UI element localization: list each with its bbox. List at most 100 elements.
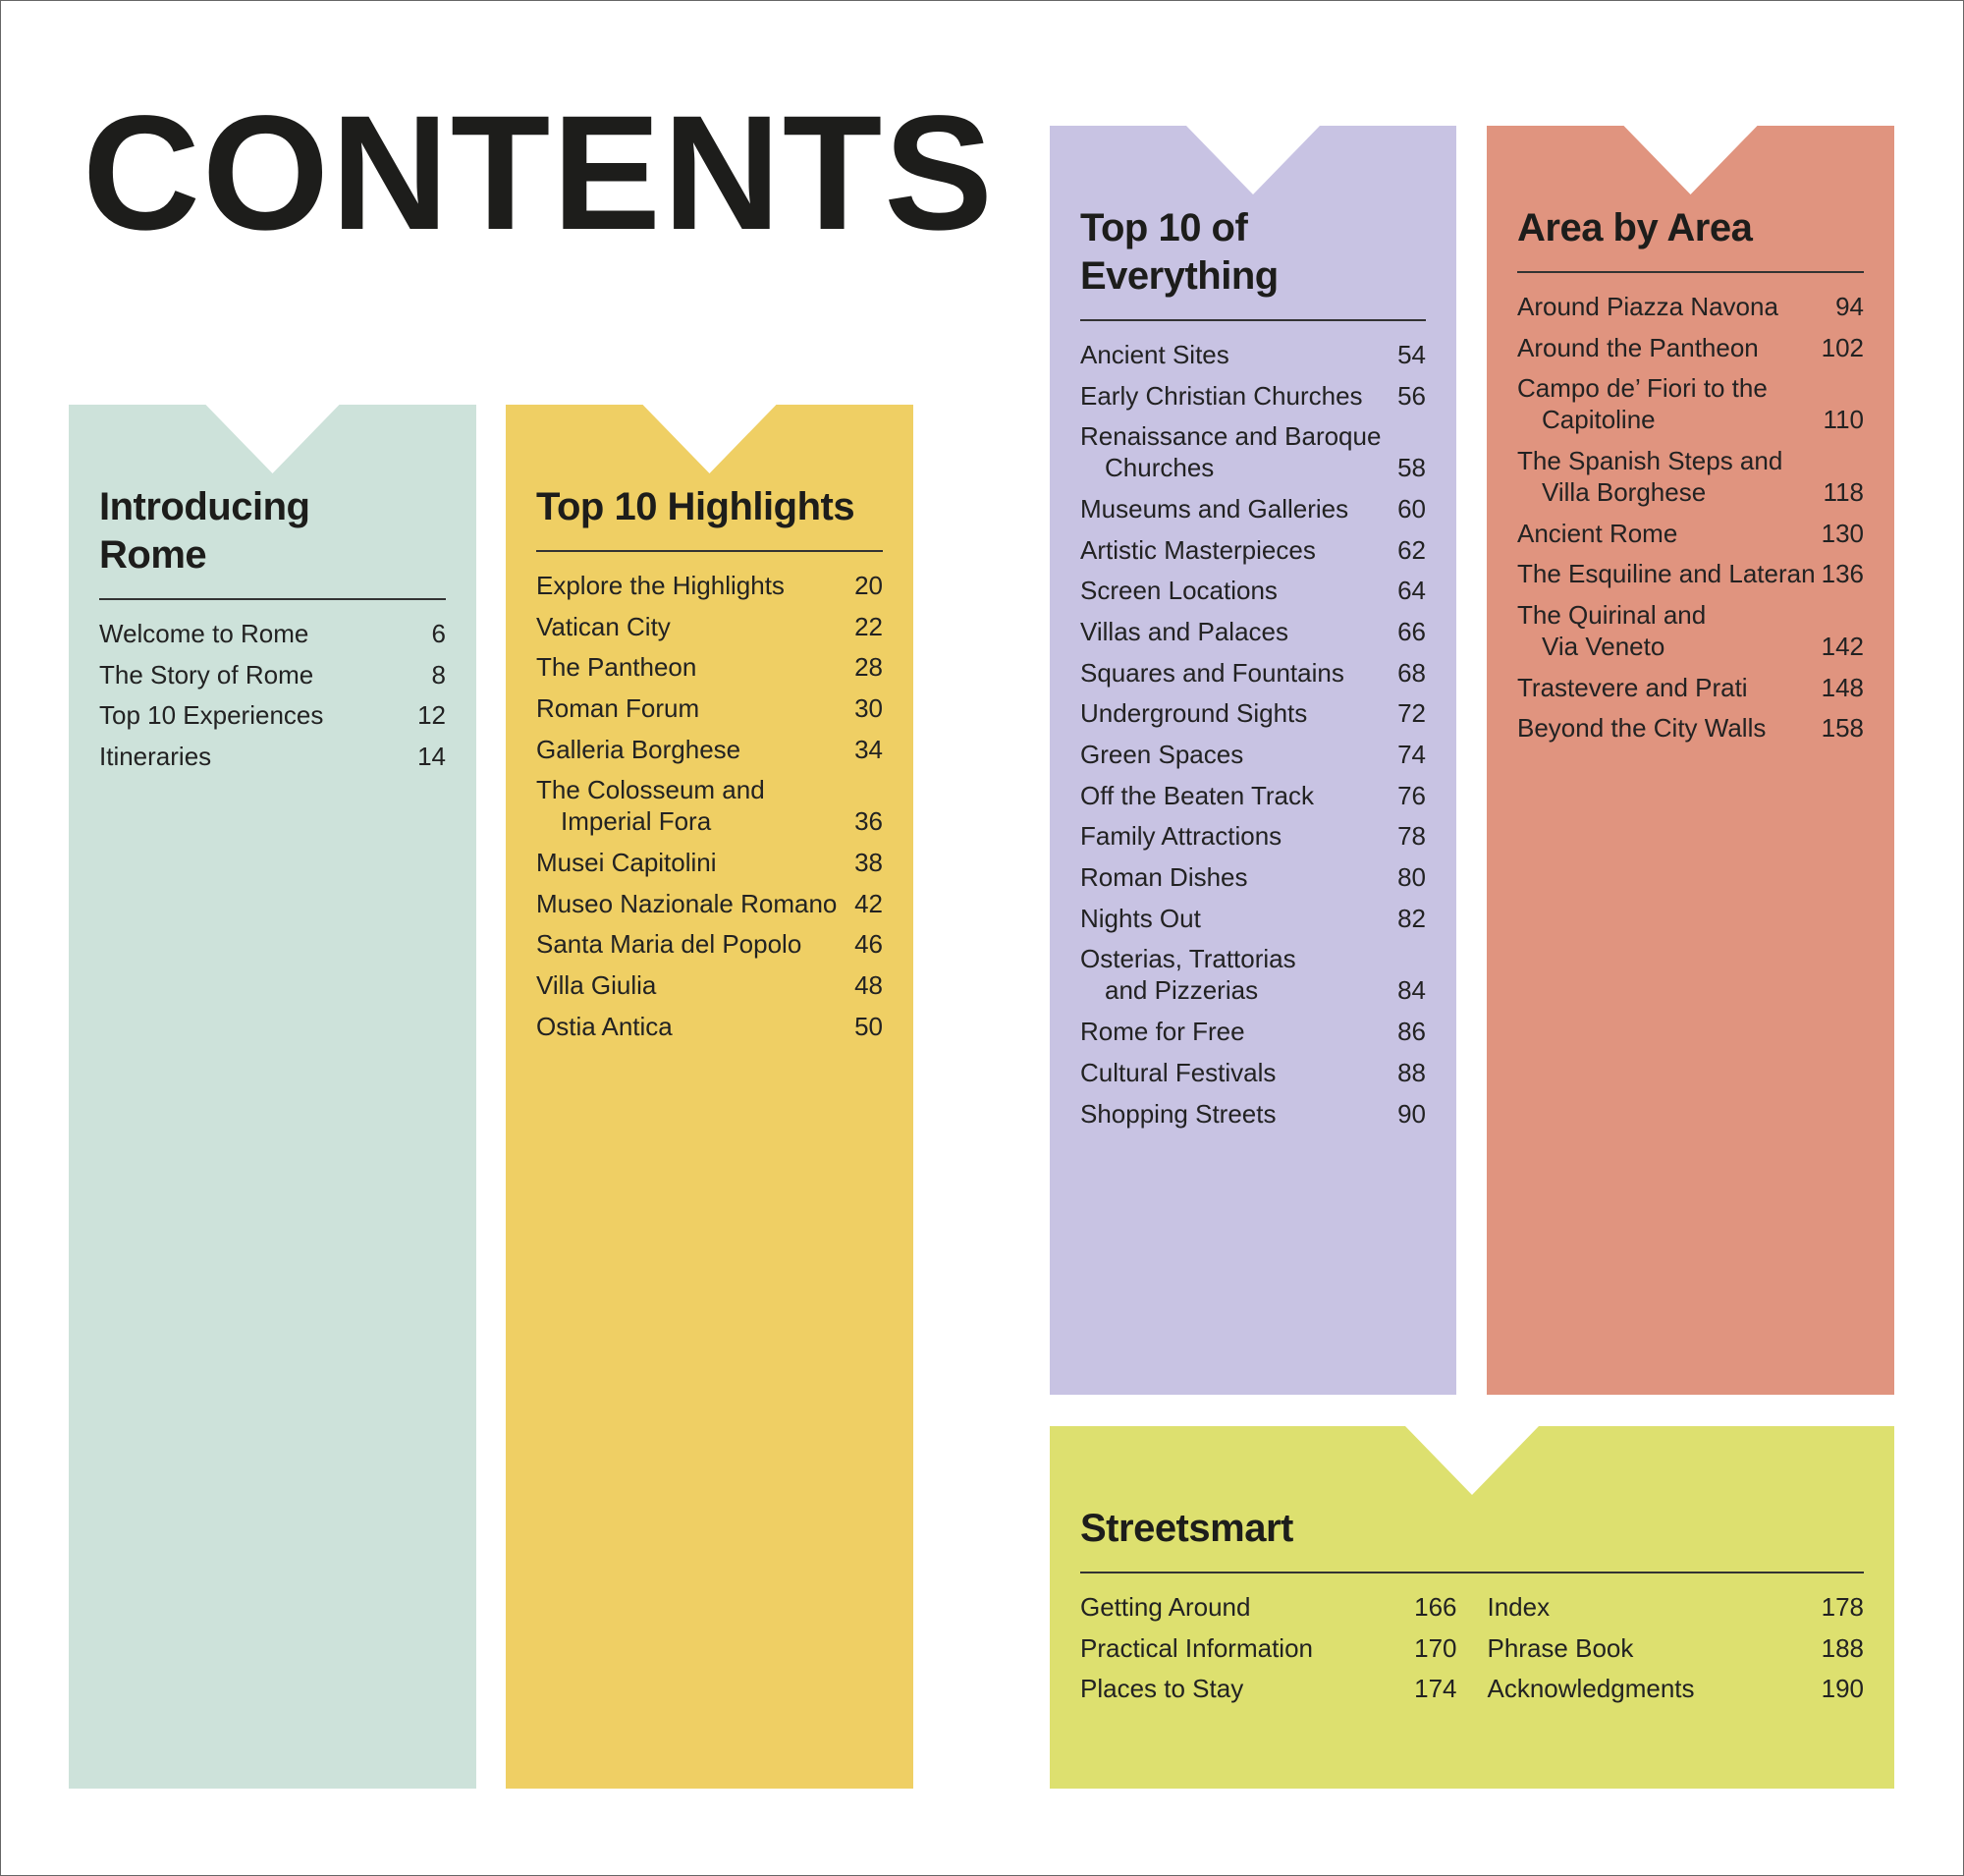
entry: Ostia Antica 50 [536, 1006, 883, 1047]
section-title: Top 10 of Everything [1080, 204, 1426, 321]
entry: Ancient Sites 54 [1080, 334, 1426, 375]
section-card: 18 Top 10 Highlights Explore the Highlight… [506, 405, 913, 1789]
entry: Renaissance and Baroque Churches 58 [1080, 415, 1426, 488]
entry-line: Green Spaces [1080, 740, 1244, 770]
entry-text: Off the Beaten Track [1080, 780, 1397, 811]
entry-list: Explore the Highlights 20 Vatican City 22 Th… [536, 552, 883, 1047]
entry-page: 110 [1823, 405, 1864, 435]
entry: Cultural Festivals 88 [1080, 1052, 1426, 1093]
entry: The Pantheon 28 [536, 646, 883, 688]
entry-text: Musei Capitolini [536, 847, 854, 878]
entry: Places to Stay 174 [1080, 1668, 1457, 1709]
entry: Off the Beaten Track 76 [1080, 775, 1426, 816]
title-line: Introducing [99, 485, 310, 528]
entry-line: Museo Nazionale Romano [536, 888, 838, 918]
entry-line: Osterias, Trattorias [1080, 944, 1296, 974]
entry-page: 68 [1397, 657, 1426, 688]
entry-page: 62 [1397, 534, 1426, 565]
entry-text: Around the Pantheon [1517, 332, 1822, 363]
entry-text: Places to Stay [1080, 1673, 1414, 1704]
entry-text: Villas and Palaces [1080, 616, 1397, 647]
entry-text: Family Attractions [1080, 820, 1397, 852]
entry-page: 72 [1397, 698, 1426, 729]
entry-page: 166 [1414, 1591, 1457, 1622]
entry-text: Beyond the City Walls [1517, 712, 1822, 744]
entry-page: 14 [417, 741, 446, 771]
entry-text: Osterias, Trattorias and Pizzerias [1080, 943, 1397, 1006]
entry-text: Vatican City [536, 611, 854, 642]
entry-page: 86 [1397, 1017, 1426, 1047]
entry-page: 94 [1835, 291, 1864, 321]
entry-page: 84 [1397, 975, 1426, 1006]
entry-line: Squares and Fountains [1080, 657, 1344, 688]
entry: Itineraries 14 [99, 736, 446, 777]
entry-line: The Pantheon [536, 652, 697, 683]
entry: Squares and Fountains 68 [1080, 652, 1426, 693]
entry-text: Trastevere and Prati [1517, 672, 1822, 703]
entry-text: Galleria Borghese [536, 734, 854, 765]
entry-line: Vatican City [536, 611, 671, 641]
entry-page: 36 [854, 806, 883, 837]
entry-text: Top 10 Experiences [99, 699, 417, 731]
entry-text: Ostia Antica [536, 1011, 854, 1042]
entry-line: Index [1487, 1591, 1551, 1622]
entry-text: Phrase Book [1488, 1632, 1822, 1664]
entry-page: 78 [1397, 821, 1426, 852]
entry: Osterias, Trattorias and Pizzerias 84 [1080, 939, 1426, 1012]
entry-text: Renaissance and Baroque Churches [1080, 420, 1397, 483]
page-title: CONTENTS [82, 83, 995, 264]
entry-page: 56 [1397, 380, 1426, 411]
section-card: 4 Introducing Rome Welcome to Rome 6 The Stor… [69, 405, 476, 1789]
entry-text: Shopping Streets [1080, 1098, 1397, 1130]
entry-list: Welcome to Rome 6 The Story of Rome 8 Top 10… [99, 600, 446, 777]
entry: Explore the Highlights 20 [536, 565, 883, 606]
entry-page: 158 [1821, 713, 1864, 744]
entry-line: Underground Sights [1080, 698, 1308, 729]
entry-page: 28 [854, 652, 883, 683]
entry: Roman Forum 30 [536, 688, 883, 729]
entry-line: The Colosseum and [536, 775, 765, 805]
entry-page: 8 [431, 659, 446, 690]
entry-text: Green Spaces [1080, 739, 1397, 770]
entry-page: 142 [1821, 631, 1864, 661]
entry: Around the Pantheon 102 [1517, 327, 1864, 368]
entry-line: Family Attractions [1080, 821, 1282, 852]
entry-text: Roman Dishes [1080, 861, 1397, 893]
entry-text: The Quirinal and Via Veneto [1517, 599, 1822, 662]
entry-page: 58 [1397, 453, 1426, 483]
entry-text: The Spanish Steps and Villa Borghese [1517, 445, 1824, 508]
title-line: Everything [1080, 254, 1279, 298]
entry-line: Galleria Borghese [536, 734, 741, 764]
entry-page: 190 [1821, 1674, 1864, 1704]
title-line: Streetsmart [1080, 1507, 1293, 1550]
entry-page: 82 [1397, 903, 1426, 933]
entry: Underground Sights 72 [1080, 693, 1426, 735]
section-title: Streetsmart [1080, 1505, 1864, 1573]
section-title: Introducing Rome [99, 483, 446, 600]
entry-text: Ancient Rome [1517, 518, 1822, 549]
entry-page: 54 [1397, 339, 1426, 369]
entry: Musei Capitolini 38 [536, 842, 883, 883]
entry-text: Index [1488, 1591, 1822, 1623]
entry-line: Phrase Book [1487, 1632, 1634, 1663]
entry-text: Rome for Free [1080, 1016, 1397, 1047]
entry-page: 46 [854, 929, 883, 960]
entry: Welcome to Rome 6 [99, 613, 446, 654]
entry: The Esquiline and Lateran 136 [1517, 553, 1864, 594]
title-line: Top 10 of [1080, 206, 1248, 249]
entry-line: Beyond the City Walls [1517, 713, 1767, 744]
entry: Shopping Streets 90 [1080, 1093, 1426, 1134]
entry-page: 76 [1397, 780, 1426, 810]
entry-line: Welcome to Rome [99, 618, 309, 648]
entry-line: Roman Forum [536, 692, 700, 723]
entry: Phrase Book 188 [1488, 1628, 1865, 1669]
entry-page: 6 [431, 618, 446, 648]
entry: Galleria Borghese 34 [536, 729, 883, 770]
entry-text: Nights Out [1080, 903, 1397, 934]
entry: Green Spaces 74 [1080, 734, 1426, 775]
entry: Roman Dishes 80 [1080, 856, 1426, 898]
entry-line: Roman Dishes [1080, 862, 1248, 893]
entry-line: Ancient Rome [1517, 518, 1678, 548]
entry: Santa Maria del Popolo 46 [536, 924, 883, 966]
